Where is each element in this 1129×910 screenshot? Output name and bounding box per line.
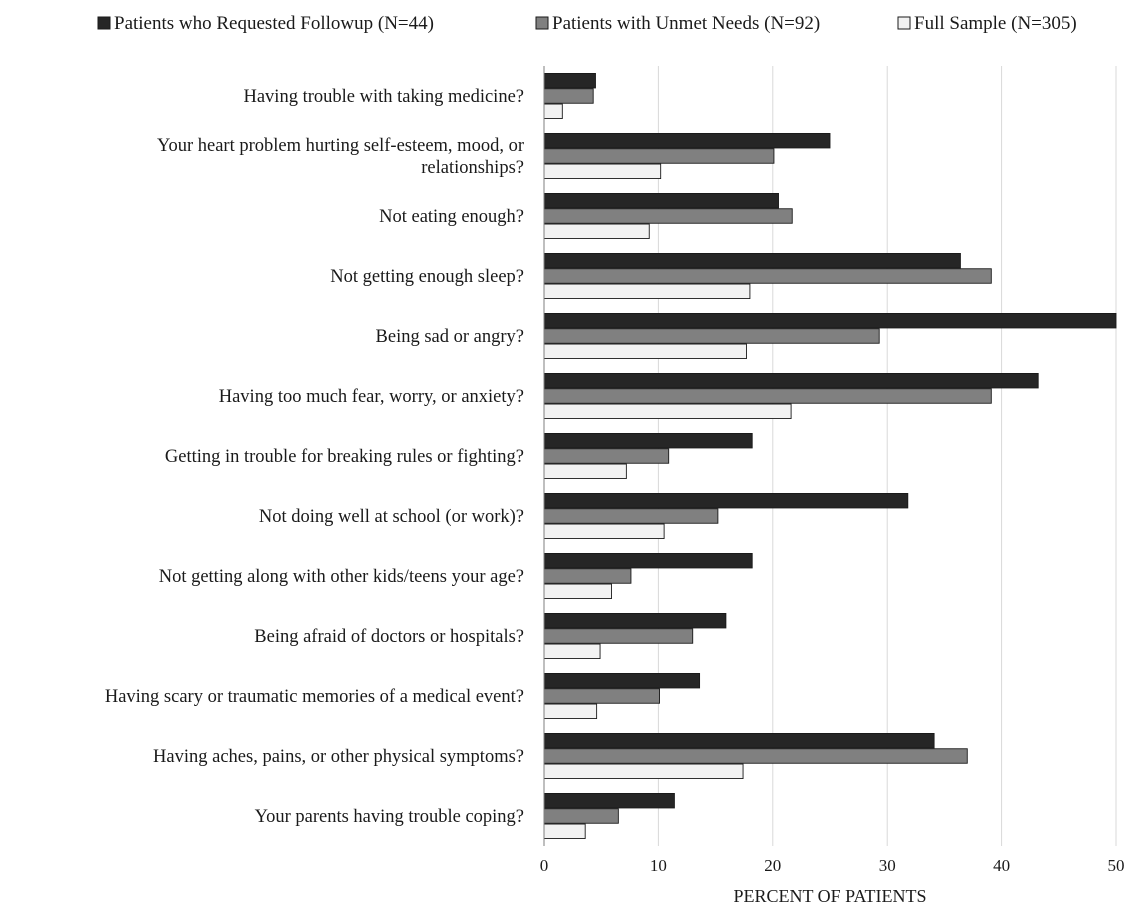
bar-s1-c6 <box>543 373 1039 389</box>
category-label-13: Your parents having trouble coping? <box>255 807 524 827</box>
bar-s2-c12 <box>543 748 968 764</box>
x-axis-title: PERCENT OF PATIENTS <box>733 886 926 906</box>
bar-s1-c8 <box>543 493 909 509</box>
bar-s3-c4 <box>543 283 751 299</box>
x-tick-label-50: 50 <box>1108 856 1125 875</box>
category-label-1: Having trouble with taking medicine? <box>243 87 524 107</box>
bar-s2-c10 <box>543 628 694 644</box>
bar-s3-c12 <box>543 763 744 779</box>
bar-s3-c1 <box>543 103 563 120</box>
bar-s1-c1 <box>543 72 596 89</box>
bar-s1-c12 <box>543 733 935 749</box>
bar-s1-c4 <box>543 252 961 269</box>
bar-s3-c3 <box>543 223 650 240</box>
legend-swatch-1 <box>97 16 111 30</box>
x-tick-label-20: 20 <box>764 856 781 875</box>
category-label-2: Your heart problem hurting self-esteem, … <box>157 136 524 178</box>
bars <box>543 72 1117 839</box>
category-label-6: Having too much fear, worry, or anxiety? <box>219 387 524 407</box>
bar-s2-c11 <box>543 688 660 704</box>
bar-s3-c5 <box>543 343 747 359</box>
bar-s1-c2 <box>543 132 831 149</box>
bar-s3-c7 <box>543 463 627 479</box>
bar-s3-c10 <box>543 643 601 659</box>
category-label-12: Having aches, pains, or other physical s… <box>153 747 524 767</box>
bar-s3-c2 <box>543 163 662 180</box>
category-label-8: Not doing well at school (or work)? <box>259 507 524 527</box>
bar-s2-c8 <box>543 508 719 524</box>
bar-s1-c10 <box>543 613 727 629</box>
legend-swatch-3 <box>897 16 911 30</box>
x-tick-label-10: 10 <box>650 856 667 875</box>
x-axis-ticks: 0 10 20 30 40 50 <box>540 856 1125 875</box>
legend-label-1: Patients who Requested Followup (N=44) <box>114 13 434 34</box>
legend-label-3: Full Sample (N=305) <box>914 13 1077 34</box>
category-label-10: Being afraid of doctors or hospitals? <box>254 627 524 647</box>
category-label-9: Not getting along with other kids/teens … <box>159 567 524 587</box>
bar-s2-c3 <box>543 208 793 224</box>
category-label-11: Having scary or traumatic memories of a … <box>105 687 524 707</box>
bar-s1-c9 <box>543 553 753 569</box>
bar-s3-c11 <box>543 703 598 719</box>
bar-s1-c11 <box>543 673 701 689</box>
bar-s3-c9 <box>543 583 612 599</box>
x-tick-label-40: 40 <box>993 856 1010 875</box>
legend-swatch-2 <box>535 16 549 30</box>
bar-s2-c6 <box>543 388 992 404</box>
bar-s2-c2 <box>543 148 775 164</box>
category-label-5: Being sad or angry? <box>376 327 524 347</box>
legend: Patients who Requested Followup (N=44) Pa… <box>97 13 1077 34</box>
x-tick-label-0: 0 <box>540 856 549 875</box>
x-tick-label-30: 30 <box>879 856 896 875</box>
bar-s2-c7 <box>543 448 670 464</box>
bar-s3-c6 <box>543 403 792 419</box>
bar-s3-c13 <box>543 823 586 839</box>
category-label-7: Getting in trouble for breaking rules or… <box>165 447 524 467</box>
bar-s1-c5 <box>543 313 1117 329</box>
category-label-3: Not eating enough? <box>379 207 524 227</box>
bar-s2-c4 <box>543 268 992 284</box>
bar-s2-c5 <box>543 328 880 344</box>
bar-s3-c8 <box>543 523 665 539</box>
bar-s2-c13 <box>543 808 619 824</box>
bar-s2-c9 <box>543 568 632 584</box>
bar-s1-c13 <box>543 793 675 809</box>
category-label-4: Not getting enough sleep? <box>330 267 524 287</box>
legend-label-2: Patients with Unmet Needs (N=92) <box>552 13 820 34</box>
bar-s1-c7 <box>543 433 753 449</box>
gridlines <box>657 66 1117 846</box>
category-labels: Having trouble with taking medicine? Your… <box>105 87 524 827</box>
bar-s1-c3 <box>543 192 779 209</box>
bar-s2-c1 <box>543 88 594 104</box>
